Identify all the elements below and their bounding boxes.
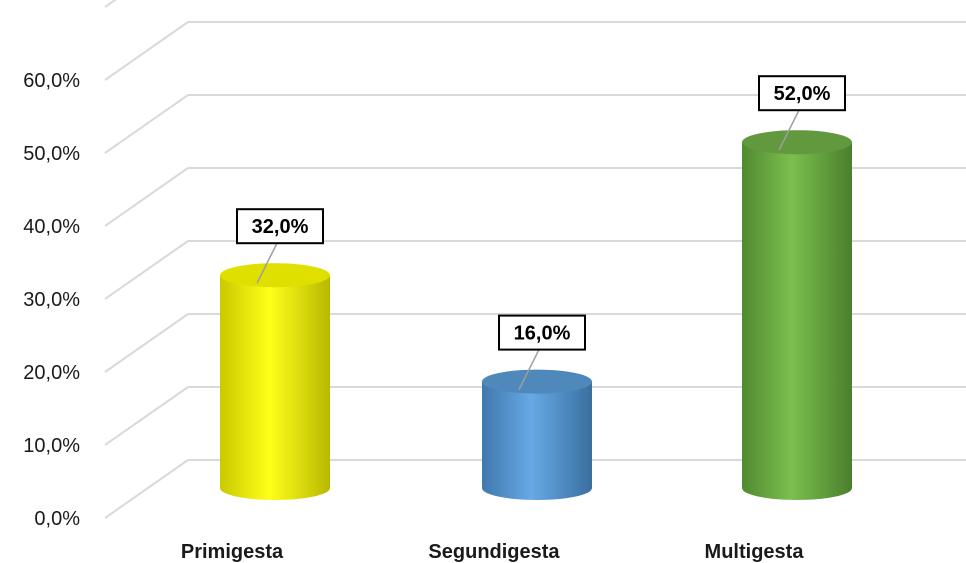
data-label-leader <box>778 109 800 151</box>
bar-top <box>220 263 330 288</box>
bar-top-shade <box>220 263 330 288</box>
y-tick-label: 20,0% <box>23 362 80 384</box>
data-labels: 32,0% 16,0% 52,0% <box>236 75 846 390</box>
bar-top-shade <box>742 130 852 155</box>
x-category-label: Primigesta <box>181 541 284 563</box>
data-label-leader <box>518 349 540 390</box>
x-axis-labels: Primigesta Segundigesta Multigesta <box>181 541 804 563</box>
data-label-box <box>758 75 846 112</box>
bar-body <box>482 381 592 500</box>
gridline-diagonal <box>104 167 189 227</box>
bar-body <box>742 142 852 500</box>
gridline-diagonal <box>104 0 117 8</box>
bar-top-shade <box>482 369 592 394</box>
gridline-diagonal <box>104 21 189 81</box>
y-tick-label: 50,0% <box>23 143 80 165</box>
bar-top <box>482 369 592 394</box>
y-tick-label: 60,0% <box>23 70 80 92</box>
y-tick-label: 0,0% <box>34 508 80 530</box>
data-label: 52,0% <box>774 83 831 105</box>
bar-top <box>742 130 852 155</box>
bar-body <box>220 275 330 500</box>
data-label: 16,0% <box>514 323 571 345</box>
y-tick-label: 30,0% <box>23 289 80 311</box>
gridline-diagonal <box>104 94 189 154</box>
bars <box>220 130 852 500</box>
data-label-leader <box>256 242 278 284</box>
gridline-diagonal <box>104 240 189 300</box>
x-category-label: Segundigesta <box>428 541 560 563</box>
gridline-diagonal <box>104 313 189 373</box>
data-label-box <box>236 208 324 245</box>
data-label-box <box>498 314 586 351</box>
bar-multigesta <box>742 130 852 500</box>
y-axis-ticks: 0,0% 10,0% 20,0% 30,0% 40,0% 50,0% 60,0% <box>23 70 80 530</box>
y-tick-label: 10,0% <box>23 435 80 457</box>
x-category-label: Multigesta <box>705 541 805 563</box>
bar-segundigesta <box>482 369 592 500</box>
y-tick-label: 40,0% <box>23 216 80 238</box>
data-label: 32,0% <box>252 216 309 238</box>
bar-primigesta <box>220 263 330 500</box>
gridline-diagonal <box>104 386 189 446</box>
gridline-diagonal <box>104 459 189 519</box>
